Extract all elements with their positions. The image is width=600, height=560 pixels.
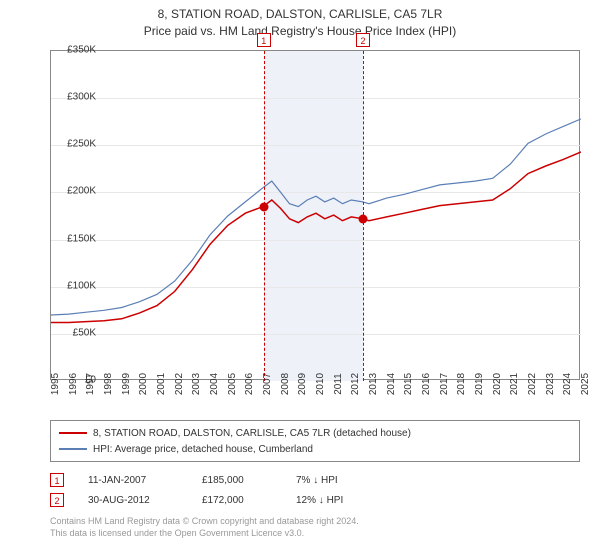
x-tick-label: 2007 [262,373,273,395]
y-tick-label: £50K [50,327,96,338]
x-tick-label: 2006 [244,373,255,395]
event-line [264,51,265,381]
x-tick-label: 2024 [562,373,573,395]
x-tick-label: 2003 [191,373,202,395]
x-tick-label: 2017 [439,373,450,395]
y-tick-label: £250K [50,139,96,150]
x-tick-label: 1998 [103,373,114,395]
x-tick-label: 1996 [68,373,79,395]
series-hpi [51,119,581,315]
legend-swatch [59,448,87,450]
x-tick-label: 2001 [156,373,167,395]
sale-price: £185,000 [202,475,272,486]
x-tick-label: 2018 [456,373,467,395]
x-tick-label: 2023 [545,373,556,395]
x-tick-label: 2000 [138,373,149,395]
sale-row: 2 30-AUG-2012 £172,000 12% ↓ HPI [50,490,580,510]
sale-date: 30-AUG-2012 [88,495,178,506]
legend-item: 8, STATION ROAD, DALSTON, CARLISLE, CA5 … [59,425,571,441]
sale-diff-vs-hpi: 7% ↓ HPI [296,475,386,486]
y-tick-label: £150K [50,233,96,244]
legend-box: 8, STATION ROAD, DALSTON, CARLISLE, CA5 … [50,420,580,462]
x-tick-label: 1999 [121,373,132,395]
x-tick-label: 2010 [315,373,326,395]
sale-marker [259,202,268,211]
sale-date: 11-JAN-2007 [88,475,178,486]
x-tick-label: 2019 [474,373,485,395]
legend-item: HPI: Average price, detached house, Cumb… [59,441,571,457]
x-tick-label: 1997 [85,373,96,395]
x-tick-label: 2009 [297,373,308,395]
y-tick-label: £100K [50,280,96,291]
chart-container: 8, STATION ROAD, DALSTON, CARLISLE, CA5 … [0,0,600,560]
x-tick-label: 1995 [50,373,61,395]
legend-and-footer: 8, STATION ROAD, DALSTON, CARLISLE, CA5 … [50,420,580,539]
title-block: 8, STATION ROAD, DALSTON, CARLISLE, CA5 … [0,0,600,40]
sale-marker [358,214,367,223]
title-subtitle: Price paid vs. HM Land Registry's House … [0,23,600,40]
chart-area: 12 £0£50K£100K£150K£200K£250K£300K£350K1… [50,50,580,400]
title-address: 8, STATION ROAD, DALSTON, CARLISLE, CA5 … [0,6,600,23]
x-tick-label: 2012 [350,373,361,395]
series-svg [51,51,581,381]
y-tick-label: £300K [50,92,96,103]
sale-number-box: 2 [50,493,64,507]
event-marker-box: 2 [356,33,370,47]
x-tick-label: 2016 [421,373,432,395]
sale-number-box: 1 [50,473,64,487]
legend-swatch [59,432,87,434]
legend-label: 8, STATION ROAD, DALSTON, CARLISLE, CA5 … [93,428,411,439]
x-tick-label: 2004 [209,373,220,395]
y-tick-label: £350K [50,45,96,56]
plot-region: 12 [50,50,580,380]
sale-row: 1 11-JAN-2007 £185,000 7% ↓ HPI [50,470,580,490]
y-tick-label: £200K [50,186,96,197]
x-tick-label: 2002 [174,373,185,395]
sales-table: 1 11-JAN-2007 £185,000 7% ↓ HPI 2 30-AUG-2012… [50,470,580,510]
footer-line2: This data is licensed under the Open Gov… [50,528,580,540]
x-tick-label: 2005 [227,373,238,395]
x-tick-label: 2021 [509,373,520,395]
x-tick-label: 2025 [580,373,591,395]
x-tick-label: 2020 [492,373,503,395]
footer-attribution: Contains HM Land Registry data © Crown c… [50,516,580,539]
x-tick-label: 2008 [280,373,291,395]
x-tick-label: 2014 [386,373,397,395]
sale-diff-vs-hpi: 12% ↓ HPI [296,495,386,506]
event-marker-box: 1 [257,33,271,47]
x-tick-label: 2015 [403,373,414,395]
footer-line1: Contains HM Land Registry data © Crown c… [50,516,580,528]
x-tick-label: 2022 [527,373,538,395]
series-price_paid [51,152,581,323]
legend-label: HPI: Average price, detached house, Cumb… [93,444,313,455]
x-tick-label: 2011 [333,373,344,395]
sale-price: £172,000 [202,495,272,506]
x-tick-label: 2013 [368,373,379,395]
